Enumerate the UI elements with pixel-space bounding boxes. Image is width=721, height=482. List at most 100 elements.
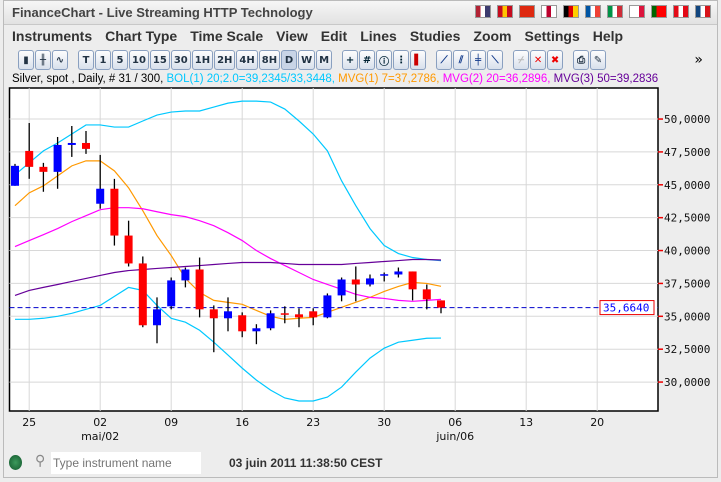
y-tick-label: 42,5000 [664,212,710,225]
flag-tr-button[interactable] [673,5,689,18]
timescale-1-button[interactable]: 1 [95,50,111,70]
scale-icon[interactable]: ⋮ [393,50,410,70]
candle-body [280,313,289,315]
candle-body [82,142,90,149]
delete-disabled-icon[interactable]: ⌿ [513,50,530,70]
flag-pl-button[interactable] [629,5,645,18]
candle-body [252,328,261,332]
status-bar: ⚲ 03 juin 2011 11:38:50 CEST [4,449,717,477]
toolbar: ▮ ╫ ∿ T 1 5 10 15 30 1H 2H 4H 8H D W M + # ⓘ ⋮ ▌ ⟋ ⫽ ╪ ⟍ ⌿ ✕ ✖ ⎙ ✎» [4,48,717,72]
x-tick-label: 23 [306,416,320,429]
price-chart[interactable]: 50,0000 47,5000 45,0000 42,5000 40,0000 37,50… [0,0,721,448]
last-price-box [599,300,655,316]
instrument-search-input[interactable] [51,452,201,474]
candle-body [195,269,204,310]
menu-time-scale[interactable]: Time Scale [190,28,264,44]
candle-body [39,166,48,172]
x-tick-label: 16 [235,416,249,429]
datetime: 03 juin 2011 11:38:50 CEST [229,456,383,470]
volume-icon[interactable]: ▌ [410,50,427,70]
parallel-lines-icon[interactable]: ⫽ [453,50,470,70]
candle-body [366,278,374,285]
y-tick-label: 47,5000 [664,146,710,159]
timescale-8h-button[interactable]: 8H [258,50,281,70]
x-tick-label: 06 [448,416,462,429]
candle-body [266,313,275,329]
y-tick-label: 32,5000 [664,343,710,356]
candle-body [323,295,332,318]
menu-zoom[interactable]: Zoom [473,28,512,44]
search-icon: ⚲ [35,453,46,469]
flag-de-button[interactable] [563,5,579,18]
timescale-30-button[interactable]: 30 [170,50,191,70]
menu-instruments[interactable]: Instruments [12,28,93,44]
x-tick-label: 25 [22,416,36,429]
menu-studies[interactable]: Studies [409,28,461,44]
flag-it-button[interactable] [607,5,623,18]
x-tick-label: 13 [519,416,533,429]
x-tick-label: 30 [377,416,391,429]
x-tick-label: 09 [164,416,178,429]
candle-body [394,271,403,275]
delete-all-icon[interactable]: ✖ [547,50,564,70]
menu-chart-type[interactable]: Chart Type [105,28,178,44]
candle-body [380,274,389,276]
timescale-w-button[interactable]: W [298,50,316,70]
window-title: FinanceChart - Live Streaming HTTP Techn… [12,5,313,20]
flag-fr-button[interactable] [585,5,601,18]
more-tools-button[interactable]: » [694,52,703,68]
y-tick-label: 50,0000 [664,113,710,126]
y-tick-label: 30,0000 [664,376,710,389]
flag-cz-button[interactable] [695,5,711,18]
indicator-line-mvg-2-20 [14,207,442,302]
menu-lines[interactable]: Lines [360,28,397,44]
title-bar: FinanceChart - Live Streaming HTTP Techn… [4,1,717,25]
menu-view[interactable]: View [276,28,308,44]
candle-body [224,311,232,319]
timescale-2h-button[interactable]: 2H [214,50,236,70]
x-tick-sublabel: juin/06 [435,430,474,443]
menu-edit[interactable]: Edit [320,28,348,44]
y-tick-label: 35,0000 [664,310,710,323]
timescale-15-button[interactable]: 15 [149,50,170,70]
line-chart-icon[interactable]: ∿ [52,50,68,70]
menu-settings[interactable]: Settings [524,28,580,44]
indicator-line-bol-1-upper [14,100,442,262]
candle-body [11,165,19,186]
timescale-t-button[interactable]: T [78,50,94,70]
flag-us-button[interactable] [475,5,491,18]
candlestick-icon[interactable]: ▮ [18,50,34,70]
delete-icon[interactable]: ✕ [530,50,547,70]
horizontal-line-icon[interactable]: ╪ [470,50,487,70]
fan-lines-icon[interactable]: ⟍ [487,50,504,70]
timescale-10-button[interactable]: 10 [129,50,149,70]
timescale-4h-button[interactable]: 4H [236,50,258,70]
candle-body [351,279,360,285]
plot-area [8,87,659,412]
trendline-icon[interactable]: ⟋ [436,50,453,70]
flag-jp-button[interactable] [541,5,557,18]
candle-body [209,309,218,319]
timescale-5-button[interactable]: 5 [112,50,128,70]
candle-body [181,269,190,281]
grid-icon[interactable]: # [359,50,376,70]
y-tick-label: 40,0000 [664,245,710,258]
crosshair-icon[interactable]: + [342,50,359,70]
candle-body [422,289,431,300]
candle-body [25,150,34,167]
bar-chart-icon[interactable]: ╫ [35,50,51,70]
info-icon[interactable]: ⓘ [376,50,393,70]
print-icon[interactable]: ⎙ [573,50,590,70]
candle-body [337,279,346,296]
flag-cn-button[interactable] [519,5,535,18]
timescale-1h-button[interactable]: 1H [191,50,214,70]
indicator-line-bol-1-lower [15,286,442,402]
flag-es-button[interactable] [497,5,513,18]
flag-pt-button[interactable] [651,5,667,18]
x-tick-sublabel: mai/02 [81,430,119,443]
timescale-d-button[interactable]: D [281,50,298,70]
pin-icon[interactable]: ✎ [590,50,607,70]
menu-help[interactable]: Help [592,28,624,44]
x-tick-label: 20 [590,416,604,429]
timescale-m-button[interactable]: M [316,50,333,70]
